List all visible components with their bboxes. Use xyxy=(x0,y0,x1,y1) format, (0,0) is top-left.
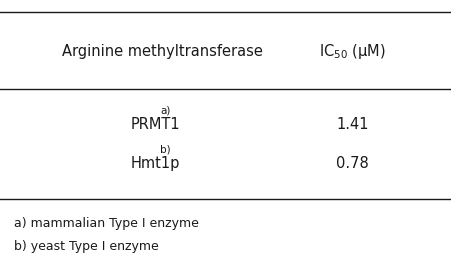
Text: PRMT1: PRMT1 xyxy=(131,117,180,132)
Text: 0.78: 0.78 xyxy=(336,156,368,171)
Text: b): b) xyxy=(160,144,171,154)
Text: Hmt1p: Hmt1p xyxy=(131,156,180,171)
Text: a) mammalian Type I enzyme: a) mammalian Type I enzyme xyxy=(14,217,198,230)
Text: a): a) xyxy=(160,106,170,115)
Text: IC$_{50}$ (μM): IC$_{50}$ (μM) xyxy=(318,42,385,61)
Text: Arginine methyltransferase: Arginine methyltransferase xyxy=(62,44,262,59)
Text: 1.41: 1.41 xyxy=(336,117,368,132)
Text: b) yeast Type I enzyme: b) yeast Type I enzyme xyxy=(14,240,158,253)
